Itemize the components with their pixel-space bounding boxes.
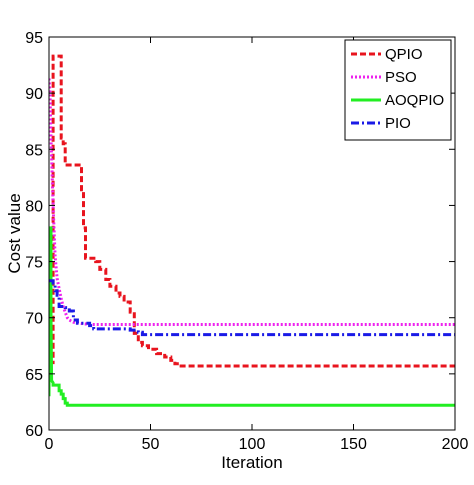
y-tick-label: 80 — [25, 198, 43, 215]
legend-label-pio: PIO — [385, 115, 411, 132]
y-tick-label: 60 — [25, 423, 43, 440]
y-tick-label: 85 — [25, 142, 43, 159]
x-axis-label: Iteration — [221, 453, 282, 472]
series-line-pio — [49, 279, 455, 337]
x-tick-label: 150 — [340, 436, 367, 453]
series-layer — [49, 54, 455, 407]
legend-label-qpio: QPIO — [385, 46, 423, 63]
y-tick-label: 75 — [25, 255, 43, 272]
series-line-pso — [49, 78, 455, 326]
y-tick-label: 95 — [25, 30, 43, 47]
x-tick-label: 100 — [239, 436, 266, 453]
x-tick-label: 200 — [442, 436, 469, 453]
ticks-layer: 0 50 100 150 200 60 65 70 75 80 85 90 95 — [25, 30, 468, 453]
x-tick-label: 50 — [142, 436, 160, 453]
legend: QPIO PSO AOQPIO PIO — [344, 39, 452, 141]
y-tick-label: 70 — [25, 311, 43, 328]
y-tick-label: 65 — [25, 367, 43, 384]
y-tick-label: 90 — [25, 86, 43, 103]
series-line-aoqpio — [49, 226, 455, 407]
x-tick-label: 0 — [45, 436, 54, 453]
series-line-qpio — [49, 54, 455, 368]
legend-label-pso: PSO — [385, 69, 417, 86]
legend-label-aoqpio: AOQPIO — [385, 92, 444, 109]
y-axis-label: Cost value — [5, 193, 24, 273]
